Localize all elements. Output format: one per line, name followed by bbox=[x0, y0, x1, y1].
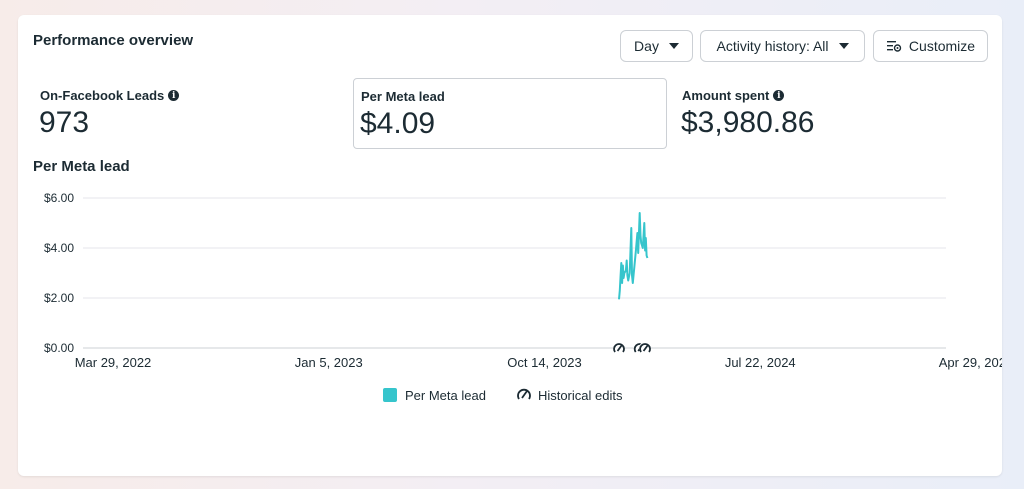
metric-label: Per Meta lead bbox=[361, 89, 445, 104]
day-dropdown-label: Day bbox=[634, 38, 659, 54]
legend-swatch bbox=[383, 388, 397, 402]
series-line-per-meta-lead bbox=[618, 212, 649, 300]
metric-value: $4.09 bbox=[360, 107, 436, 140]
info-icon[interactable]: i bbox=[168, 90, 180, 101]
y-tick-label: $4.00 bbox=[44, 241, 74, 255]
page-title: Performance overview bbox=[33, 32, 194, 49]
activity-history-dropdown[interactable]: Activity history: All bbox=[700, 30, 865, 62]
metric-amount-spent[interactable]: Amount spent i $3,980.86 bbox=[675, 78, 985, 149]
customize-button[interactable]: Customize bbox=[873, 30, 988, 62]
historical-edit-marker[interactable] bbox=[639, 342, 652, 354]
metric-value: 973 bbox=[39, 106, 90, 139]
metric-label: Amount spent bbox=[682, 88, 770, 103]
historical-edits-icon bbox=[517, 388, 531, 400]
metric-value: $3,980.86 bbox=[681, 106, 815, 139]
caret-down-icon bbox=[838, 43, 849, 49]
y-tick-label: $0.00 bbox=[44, 341, 74, 355]
legend-item-historical-edits[interactable]: Historical edits bbox=[516, 387, 623, 403]
y-tick-label: $2.00 bbox=[44, 291, 74, 305]
legend-item-per-meta-lead[interactable]: Per Meta lead bbox=[383, 388, 486, 403]
legend-label: Per Meta lead bbox=[405, 387, 486, 403]
performance-overview-card: Performance overview Day Activity histor… bbox=[18, 15, 1002, 476]
metric-on-facebook-leads[interactable]: On-Facebook Leads i 973 bbox=[33, 78, 343, 149]
per-meta-lead-chart: $0.00 $2.00 $4.00 $6.00 Mar 29, 2022 Jan 5, 2… bbox=[44, 191, 1002, 370]
customize-icon bbox=[886, 41, 902, 52]
activity-history-label: Activity history: All bbox=[716, 38, 829, 54]
caret-down-icon bbox=[668, 43, 679, 49]
x-tick-label: Oct 14, 2023 bbox=[507, 355, 581, 370]
legend: Per Meta lead Historical edits bbox=[383, 387, 622, 403]
x-tick-label: Apr 29, 2025 bbox=[939, 355, 1002, 370]
legend-label: Historical edits bbox=[537, 387, 623, 403]
x-tick-label: Mar 29, 2022 bbox=[75, 355, 152, 370]
metric-label: On-Facebook Leads bbox=[40, 88, 165, 103]
metric-per-meta-lead[interactable]: Per Meta lead $4.09 bbox=[353, 78, 667, 149]
y-tick-label: $6.00 bbox=[44, 191, 74, 205]
day-dropdown[interactable]: Day bbox=[620, 30, 693, 62]
chart-title: Per Meta lead bbox=[33, 158, 130, 175]
x-tick-label: Jan 5, 2023 bbox=[295, 355, 363, 370]
x-tick-label: Jul 22, 2024 bbox=[725, 355, 796, 370]
customize-label: Customize bbox=[908, 38, 976, 54]
info-icon[interactable]: i bbox=[773, 90, 785, 101]
historical-edit-marker[interactable] bbox=[613, 342, 626, 354]
